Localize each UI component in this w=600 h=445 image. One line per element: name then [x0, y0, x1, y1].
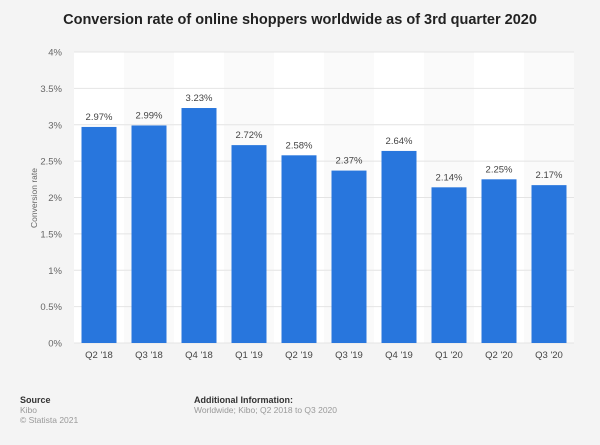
y-tick-label: 3% — [48, 120, 62, 131]
x-tick-label: Q3 '18 — [135, 350, 163, 361]
bar — [131, 125, 167, 343]
data-label: 2.14% — [436, 172, 463, 183]
data-label: 2.72% — [236, 130, 263, 141]
data-label: 2.17% — [536, 170, 563, 181]
copyright-text: © Statista 2021 — [20, 415, 79, 425]
bar — [81, 126, 117, 344]
bar — [181, 108, 217, 343]
x-tick-label: Q2 '18 — [85, 350, 113, 361]
x-tick-label: Q2 '19 — [285, 350, 313, 361]
bar — [531, 185, 567, 343]
info-text: Worldwide; Kibo; Q2 2018 to Q3 2020 — [194, 405, 338, 415]
x-tick-label: Q3 '19 — [335, 350, 363, 361]
data-label: 2.25% — [486, 164, 513, 175]
bar — [381, 150, 417, 343]
source-block: Source Kibo © Statista 2021 — [20, 395, 78, 425]
y-tick-label: 2.5% — [40, 157, 62, 168]
source-heading: Source — [20, 395, 51, 405]
y-tick-label: 2% — [48, 193, 62, 204]
y-axis-label: Conversion rate — [29, 168, 39, 228]
y-tick-label: 1% — [48, 266, 62, 277]
y-tick-label: 4% — [48, 48, 62, 59]
x-tick-label: Q1 '20 — [435, 350, 463, 361]
info-block: Additional Information: Worldwide; Kibo;… — [194, 395, 337, 415]
x-tick-label: Q1 '19 — [235, 350, 263, 361]
y-tick-label: 0% — [48, 339, 62, 350]
bar — [231, 145, 267, 343]
info-heading: Additional Information: — [194, 395, 293, 405]
data-label: 2.99% — [136, 110, 163, 121]
y-tick-label: 1.5% — [40, 229, 62, 240]
x-tick-label: Q2 '20 — [485, 350, 513, 361]
x-tick-label: Q3 '20 — [535, 350, 563, 361]
x-tick-label: Q4 '18 — [185, 350, 213, 361]
y-tick-label: 3.5% — [40, 84, 62, 95]
bar-chart: 0% 0.5% 1% 1.5% 2% 2.5% 3% 3.5% 4% Conversion rat… — [29, 48, 574, 361]
data-label: 2.97% — [86, 112, 113, 123]
data-label: 3.23% — [186, 93, 213, 104]
bar — [331, 170, 367, 343]
bar — [481, 179, 517, 343]
data-label: 2.37% — [336, 156, 363, 167]
data-label: 2.64% — [386, 136, 413, 147]
bar — [281, 155, 317, 343]
chart-title: Conversion rate of online shoppers world… — [63, 12, 537, 28]
y-tick-label: 0.5% — [40, 302, 62, 313]
source-text: Kibo — [20, 405, 38, 415]
bar — [431, 187, 467, 343]
data-label: 2.58% — [286, 140, 313, 151]
x-tick-label: Q4 '19 — [385, 350, 413, 361]
